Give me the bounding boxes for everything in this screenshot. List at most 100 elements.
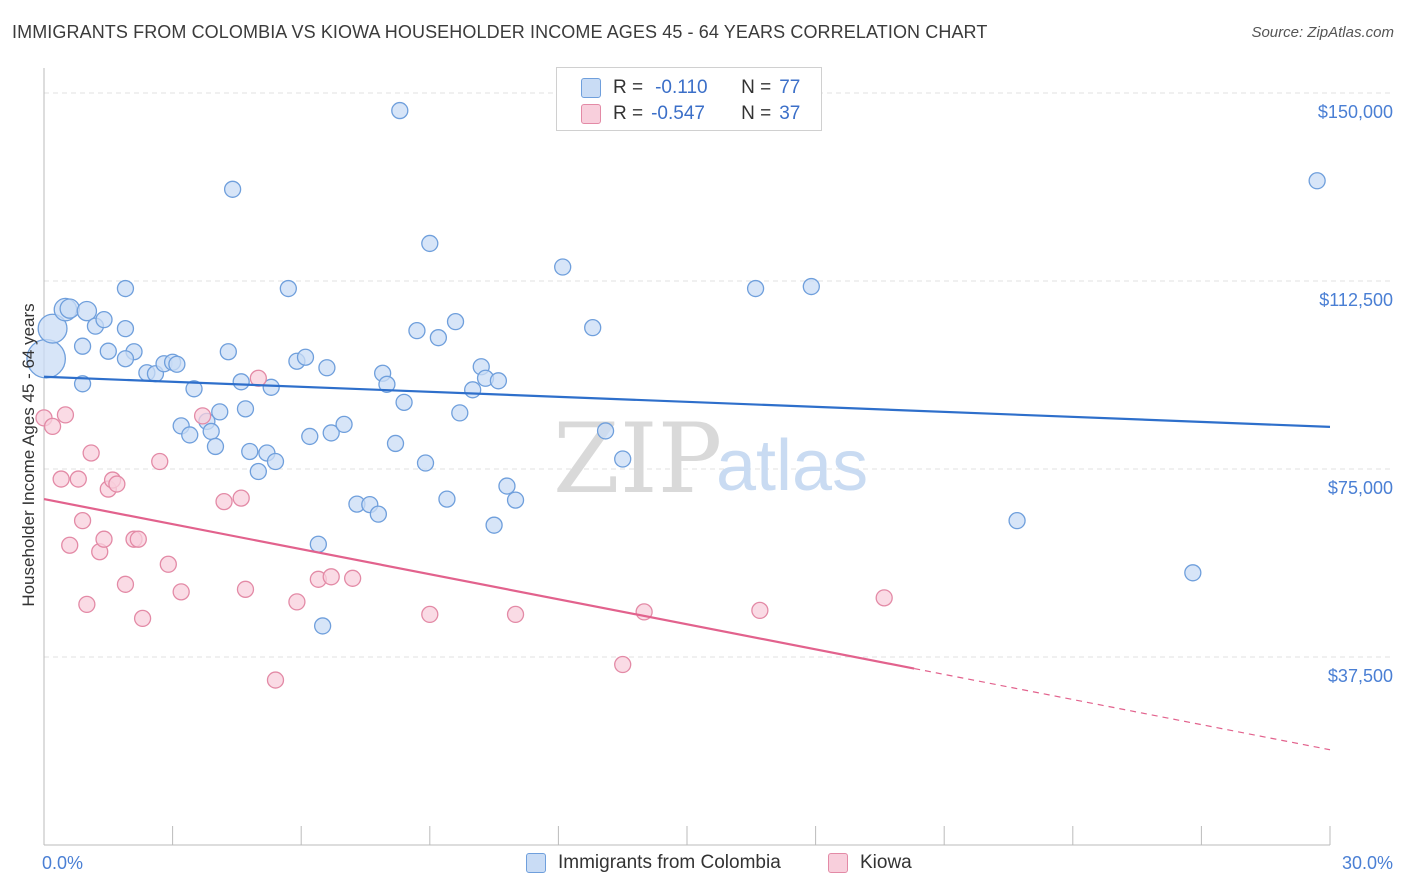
colombia-point [236,400,255,418]
colombia-point [506,491,525,509]
kiowa-point [875,589,893,607]
legend-label-kiowa: Kiowa [860,852,912,873]
colombia-point [408,322,426,340]
kiowa-point [95,530,113,548]
series-colombia-points [26,101,1326,635]
colombia-point [802,277,820,296]
regression-lines [43,375,1331,751]
legend-r-label: R = [613,103,644,124]
colombia-point [446,312,465,331]
colombia-point [421,234,439,253]
kiowa-point [421,605,439,624]
colombia-point [37,313,68,344]
legend-label-colombia: Immigrants from Colombia [558,852,781,873]
colombia-point [614,450,632,468]
kiowa-point [193,407,212,425]
colombia-point [322,424,340,442]
kiowa-point [52,470,70,488]
legend-item-colombia: Immigrants from Colombia [526,852,781,874]
chart-title: IMMIGRANTS FROM COLOMBIA VS KIOWA HOUSEH… [12,22,988,42]
colombia-point [489,372,508,390]
legend-n-label: N = [741,77,772,98]
watermark-zip: ZIP [553,403,722,515]
legend-row-colombia: R = -0.110 N = 77 [581,76,800,100]
colombia-point [464,381,482,399]
kiowa-trendline [43,498,915,670]
y-tick-label: $150,000 [1318,102,1393,122]
legend-n-value: 77 [779,77,801,98]
axes [43,68,1331,846]
colombia-point [266,452,285,471]
colombia-point [596,422,615,440]
x-tick-labels: 0.0% 30.0% [42,853,1393,873]
colombia-point [181,426,199,444]
kiowa-point [129,530,147,548]
kiowa-point [43,417,62,436]
y-tick-label: $112,500 [1319,290,1393,310]
colombia-point [1308,172,1326,190]
colombia-point [99,342,117,360]
colombia-point [211,403,229,421]
colombia-point [249,462,267,481]
kiowa-point [751,601,769,620]
colombia-point [416,454,435,472]
colombia-point [206,437,225,456]
colombia-point [262,378,280,396]
colombia-point [584,319,602,337]
colombia-point [318,359,336,377]
y-tick-label: $37,500 [1328,666,1393,686]
colombia-point [95,310,113,329]
kiowa-point [236,580,255,598]
kiowa-point [249,369,267,387]
colombia-point [232,373,250,391]
colombia-point [391,101,409,120]
kiowa-point [159,555,177,573]
kiowa-point [288,593,306,611]
y-tick-labels: $37,500 $75,000 $112,500 $150,000 [1318,102,1393,686]
colombia-point [1184,564,1202,582]
watermark: ZIP atlas [553,403,868,515]
watermark-atlas: atlas [716,426,868,506]
colombia-point [395,393,413,411]
colombia-point [116,350,135,368]
kiowa-point [108,475,126,493]
kiowa-point [172,583,190,601]
gridlines [44,92,1394,658]
legend-row-kiowa: R = -0.547 N = 37 [581,102,800,126]
kiowa-point [266,671,285,689]
legend-swatch-colombia [581,78,601,98]
kiowa-point [506,605,525,624]
kiowa-point [116,575,135,593]
legend-r-label: R = [613,77,644,98]
legend-item-kiowa: Kiowa [828,852,912,874]
kiowa-trendline-extension [914,667,1331,751]
colombia-point [116,279,135,298]
kiowa-point [151,452,169,471]
kiowa-point [69,470,87,488]
colombia-point [335,415,353,434]
colombia-point [386,434,405,453]
kiowa-point [133,609,152,628]
colombia-point [59,298,80,319]
kiowa-point [82,444,100,462]
colombia-point [296,348,315,366]
colombia-point [554,258,572,276]
colombia-point [746,279,765,298]
series-legend: Immigrants from Colombia Kiowa [0,852,1406,878]
colombia-point [73,375,92,393]
kiowa-point [78,595,96,614]
y-tick-label: $75,000 [1328,478,1393,498]
colombia-point [202,422,220,441]
kiowa-point [61,536,79,554]
kiowa-point [232,489,250,507]
colombia-point [369,505,388,523]
series-kiowa-points [35,369,893,689]
kiowa-point [56,406,75,424]
x-tick-label: 0.0% [42,853,83,873]
colombia-point [241,442,259,461]
source-label: Source: ZipAtlas.com [1251,24,1394,41]
colombia-point [279,279,297,298]
colombia-point [116,320,135,338]
legend-r-value: -0.547 [651,103,705,124]
